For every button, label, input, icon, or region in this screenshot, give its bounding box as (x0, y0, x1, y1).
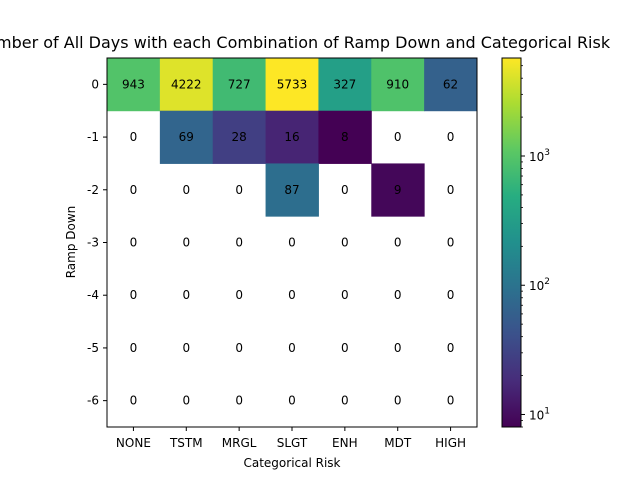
x-tick-label: TSTM (169, 436, 203, 450)
chart-title: Number of All Days with each Combination… (0, 33, 611, 52)
cell-value-label: 727 (228, 77, 251, 91)
cell-value-label: 0 (235, 394, 243, 408)
colorbar-tick-exponent: 2 (544, 277, 550, 287)
cell-value-label: 0 (341, 236, 349, 250)
cell-value-label: 0 (447, 183, 455, 197)
cell-value-label: 0 (447, 236, 455, 250)
heatmap-cell (318, 110, 372, 164)
cell-labels: 943 4222 727 5733 327 910 62 0 69 28 16 8 0 0 0 0 0 87 0 9 0… (122, 77, 458, 407)
cell-value-label: 28 (232, 130, 247, 144)
cell-value-label: 0 (341, 288, 349, 302)
y-tick-label: -6 (87, 394, 99, 408)
cell-value-label: 0 (394, 341, 402, 355)
x-tick-label: MDT (384, 436, 412, 450)
y-tick-label: -3 (87, 236, 99, 250)
cell-value-label: 910 (386, 77, 409, 91)
colorbar-tick-base: 10 (529, 408, 544, 422)
colorbar-tick-base: 10 (529, 150, 544, 164)
cell-value-label: 0 (130, 130, 138, 144)
colorbar-tick-exponent: 3 (544, 148, 550, 158)
cell-value-label: 943 (122, 77, 145, 91)
cell-value-label: 87 (284, 183, 299, 197)
y-tick-label: -1 (87, 130, 99, 144)
cell-value-label: 0 (447, 130, 455, 144)
y-tick-label: 0 (91, 77, 99, 91)
x-tick-label: SLGT (277, 436, 308, 450)
colorbar-frame (501, 57, 522, 428)
cell-value-label: 0 (447, 288, 455, 302)
cell-value-label: 0 (130, 288, 138, 302)
cell-value-label: 0 (288, 288, 296, 302)
cell-value-label: 0 (182, 183, 190, 197)
colorbar-tick-label: 102 (529, 277, 550, 293)
cell-value-label: 0 (394, 130, 402, 144)
heatmap-cell (371, 58, 425, 112)
heatmap-cell (371, 163, 425, 217)
x-tick-label: NONE (116, 436, 151, 450)
cell-value-label: 0 (288, 394, 296, 408)
cell-value-label: 0 (130, 341, 138, 355)
cell-value-label: 5733 (277, 77, 308, 91)
y-tick-label: -5 (87, 341, 99, 355)
cell-value-label: 0 (182, 341, 190, 355)
cell-value-label: 0 (341, 341, 349, 355)
heatmap-cells (107, 58, 478, 217)
x-axis-label: Categorical Risk (243, 456, 340, 470)
cell-value-label: 0 (235, 236, 243, 250)
cell-value-label: 0 (341, 394, 349, 408)
cell-value-label: 0 (288, 341, 296, 355)
cell-value-label: 0 (235, 288, 243, 302)
cell-value-label: 0 (235, 183, 243, 197)
heatmap-cell (159, 110, 214, 164)
cell-value-label: 16 (284, 130, 299, 144)
y-axis-label: Ramp Down (64, 206, 78, 279)
heatmap-cell (107, 58, 161, 112)
cell-value-label: 0 (130, 183, 138, 197)
x-tick-label: HIGH (435, 436, 466, 450)
heatmap-cell (265, 58, 319, 112)
cell-value-label: 0 (447, 341, 455, 355)
colorbar-tick-label: 103 (529, 148, 550, 164)
heatmap-cell (318, 58, 372, 112)
cell-value-label: 0 (130, 394, 138, 408)
x-axis-ticks: NONE TSTM MRGL SLGT ENH MDT HIGH (116, 427, 466, 450)
y-tick-label: -2 (87, 183, 99, 197)
cell-value-label: 327 (333, 77, 356, 91)
colorbar-gradient (502, 58, 521, 427)
cell-value-label: 4222 (171, 77, 202, 91)
x-tick-label: MRGL (222, 436, 257, 450)
heatmap-cell (265, 110, 319, 164)
heatmap-cell (159, 58, 214, 112)
cell-value-label: 62 (443, 77, 458, 91)
heatmap-cell (212, 110, 267, 164)
cell-value-label: 0 (341, 183, 349, 197)
cell-value-label: 0 (235, 341, 243, 355)
cell-value-label: 69 (179, 130, 194, 144)
heatmap-cell (265, 163, 319, 217)
cell-value-label: 0 (288, 236, 296, 250)
y-axis-ticks: 0 -1 -2 -3 -4 -5 -6 (87, 77, 107, 408)
colorbar-tick-exponent: 1 (544, 406, 550, 416)
cell-value-label: 9 (394, 183, 402, 197)
y-tick-label: -4 (87, 288, 99, 302)
cell-value-label: 0 (394, 236, 402, 250)
cell-value-label: 0 (182, 288, 190, 302)
x-tick-label: ENH (332, 436, 358, 450)
cell-value-label: 0 (182, 394, 190, 408)
cell-value-label: 0 (182, 236, 190, 250)
heatmap-cell (212, 58, 267, 112)
heatmap-cell (424, 58, 478, 112)
colorbar-tick-base: 10 (529, 279, 544, 293)
cell-value-label: 0 (447, 394, 455, 408)
cell-value-label: 0 (394, 394, 402, 408)
colorbar-tick-label: 101 (529, 406, 550, 422)
cell-value-label: 0 (130, 236, 138, 250)
cell-value-label: 0 (394, 288, 402, 302)
cell-value-label: 8 (341, 130, 349, 144)
